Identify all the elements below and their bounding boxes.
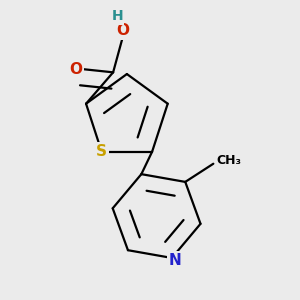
Text: CH₃: CH₃ <box>217 154 242 167</box>
Text: O: O <box>116 22 130 38</box>
Text: N: N <box>169 253 182 268</box>
Text: S: S <box>96 144 107 159</box>
Text: H: H <box>111 9 123 23</box>
Text: O: O <box>69 61 82 76</box>
